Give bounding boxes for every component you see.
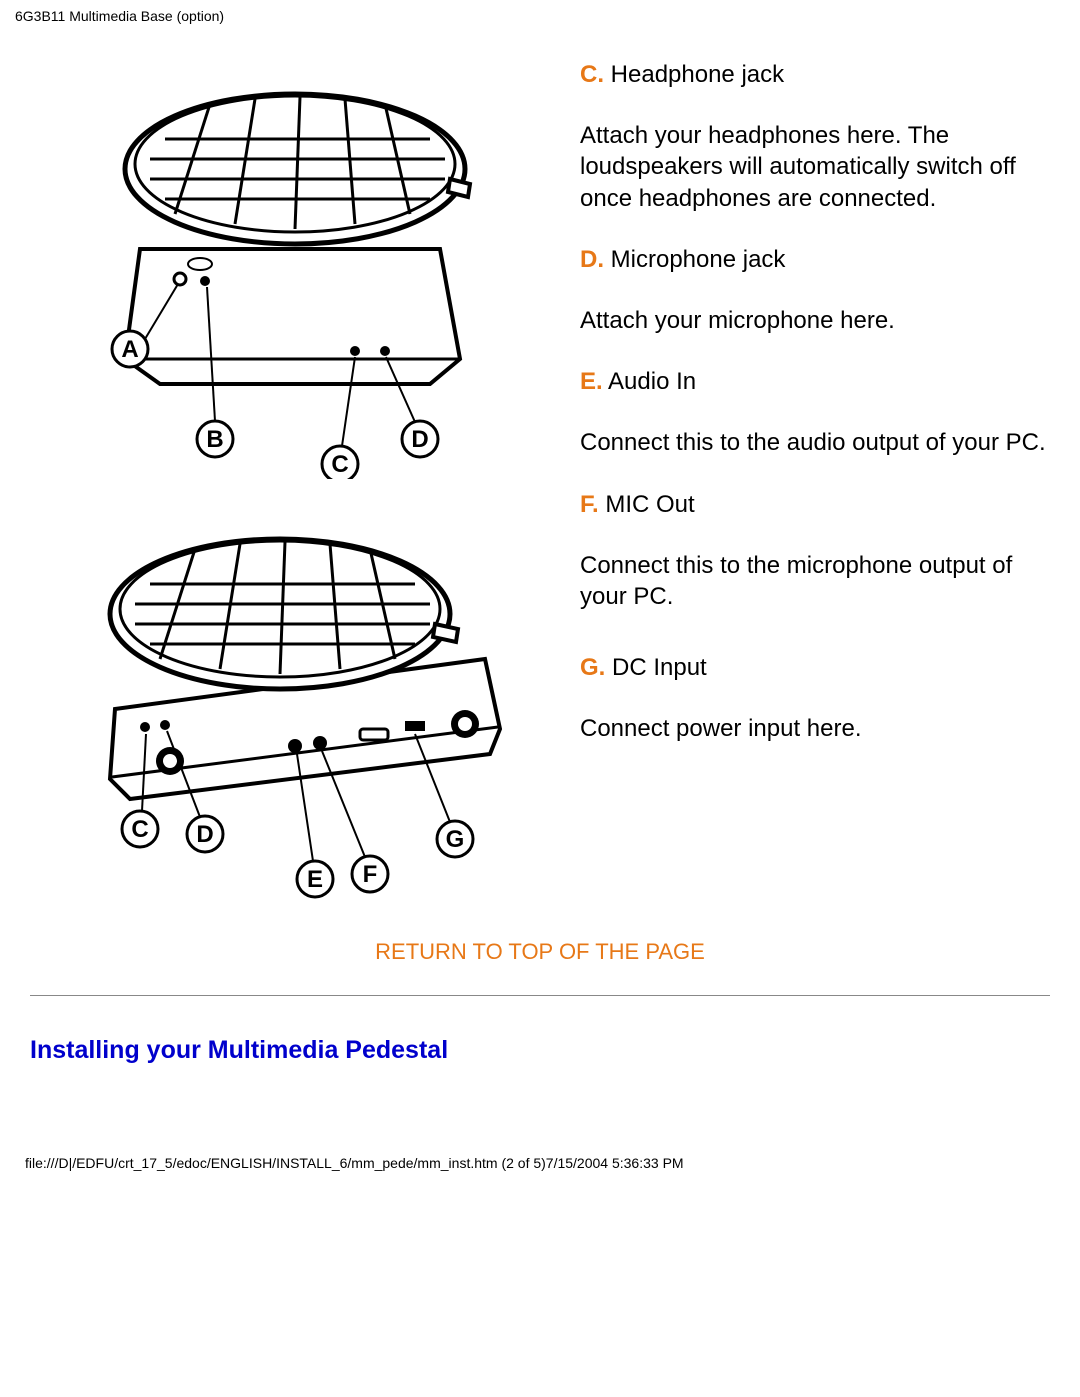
diagram-rear-view: C D E F G xyxy=(70,479,540,899)
item-c-title: Headphone jack xyxy=(604,61,784,88)
svg-text:A: A xyxy=(121,336,138,363)
svg-text:B: B xyxy=(206,426,223,453)
description-column: C. Headphone jack Attach your headphones… xyxy=(540,49,1050,899)
item-g-title: DC Input xyxy=(605,654,706,681)
item-c-letter: C. xyxy=(580,61,604,88)
item-c-desc: Attach your headphones here. The loudspe… xyxy=(580,120,1050,214)
svg-text:C: C xyxy=(131,816,148,843)
item-g: G. DC Input xyxy=(580,652,1050,683)
item-d-desc: Attach your microphone here. xyxy=(580,305,1050,336)
diagram-column: A B C D xyxy=(70,49,540,899)
svg-text:C: C xyxy=(331,451,348,478)
section-install-title: Installing your Multimedia Pedestal xyxy=(30,1036,1080,1065)
item-g-desc: Connect power input here. xyxy=(580,713,1050,744)
return-to-top-link[interactable]: RETURN TO TOP OF THE PAGE xyxy=(375,939,705,964)
item-d: D. Microphone jack xyxy=(580,244,1050,275)
item-e-desc: Connect this to the audio output of your… xyxy=(580,427,1050,458)
item-f-desc: Connect this to the microphone output of… xyxy=(580,550,1050,612)
item-f: F. MIC Out xyxy=(580,489,1050,520)
svg-text:D: D xyxy=(196,821,213,848)
item-e-letter: E. xyxy=(580,368,603,395)
svg-text:G: G xyxy=(446,826,465,853)
svg-text:E: E xyxy=(307,866,323,893)
page-header: 6G3B11 Multimedia Base (option) xyxy=(0,0,1080,29)
divider xyxy=(30,995,1050,996)
item-f-letter: F. xyxy=(580,491,599,518)
footer-path: file:///D|/EDFU/crt_17_5/edoc/ENGLISH/IN… xyxy=(0,1065,1080,1181)
item-f-title: MIC Out xyxy=(599,491,695,518)
item-g-letter: G. xyxy=(580,654,605,681)
item-e-title: Audio In xyxy=(603,368,696,395)
item-c: C. Headphone jack xyxy=(580,59,1050,90)
svg-text:F: F xyxy=(363,861,378,888)
return-to-top: RETURN TO TOP OF THE PAGE xyxy=(0,939,1080,965)
svg-text:D: D xyxy=(411,426,428,453)
main-content: A B C D xyxy=(0,29,1080,899)
diagram-front-view: A B C D xyxy=(70,49,540,479)
item-d-title: Microphone jack xyxy=(604,246,785,273)
item-d-letter: D. xyxy=(580,246,604,273)
item-e: E. Audio In xyxy=(580,366,1050,397)
